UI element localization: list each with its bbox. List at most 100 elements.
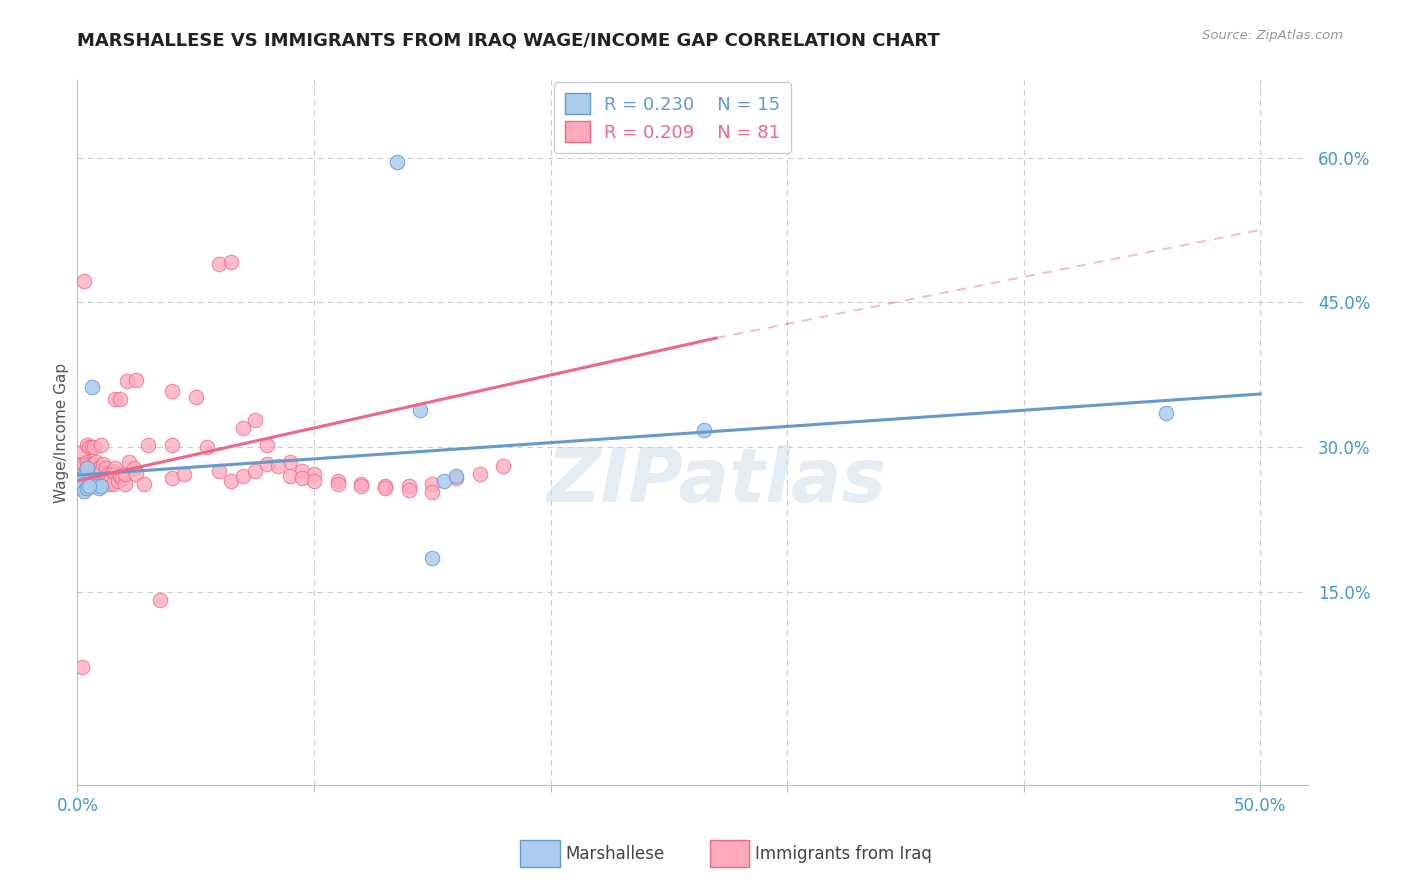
Point: [77, 440, 100, 454]
Point: [69, 458, 91, 472]
Point: [256, 458, 278, 472]
Point: [84, 467, 107, 482]
Point: [208, 257, 231, 271]
Point: [83, 458, 105, 472]
Point: [243, 413, 266, 427]
Point: [93, 458, 115, 472]
Point: [69, 481, 91, 495]
Point: [76, 461, 98, 475]
Point: [232, 421, 254, 435]
Point: [267, 459, 290, 474]
Point: [77, 479, 100, 493]
Point: [492, 459, 515, 474]
Point: [433, 474, 456, 488]
Point: [114, 467, 136, 482]
Point: [73, 483, 96, 498]
Point: [80, 476, 103, 491]
Point: [93, 474, 115, 488]
Point: [278, 454, 301, 468]
Point: [114, 476, 136, 491]
Point: [69, 471, 91, 485]
Point: [77, 469, 100, 483]
Point: [243, 464, 266, 478]
Point: [374, 481, 396, 495]
Point: [278, 469, 301, 483]
Point: [94, 474, 117, 488]
Point: [97, 476, 120, 491]
Point: [132, 476, 155, 491]
Text: Source: ZipAtlas.com: Source: ZipAtlas.com: [1202, 29, 1343, 42]
Point: [83, 440, 105, 454]
Y-axis label: Wage/Income Gap: Wage/Income Gap: [53, 362, 69, 503]
Point: [100, 474, 122, 488]
Point: [409, 403, 432, 417]
Point: [444, 469, 467, 483]
Point: [108, 392, 131, 406]
Point: [84, 479, 107, 493]
Point: [374, 479, 396, 493]
Point: [76, 454, 98, 468]
Point: [84, 454, 107, 468]
Point: [104, 461, 127, 475]
Point: [232, 469, 254, 483]
Point: [302, 474, 325, 488]
Point: [108, 469, 131, 483]
Point: [219, 474, 242, 488]
Point: [107, 474, 129, 488]
Point: [87, 481, 110, 495]
Point: [101, 476, 124, 491]
Point: [326, 476, 349, 491]
Point: [122, 461, 145, 475]
Point: [97, 467, 120, 482]
Text: Marshallese: Marshallese: [565, 845, 665, 863]
Point: [80, 440, 103, 454]
Point: [160, 438, 183, 452]
Point: [70, 660, 93, 674]
Point: [149, 592, 172, 607]
Point: [77, 458, 100, 472]
Point: [90, 438, 112, 452]
Point: [444, 471, 467, 485]
Point: [291, 464, 314, 478]
Point: [80, 469, 103, 483]
Point: [70, 479, 93, 493]
Point: [87, 474, 110, 488]
Point: [420, 551, 443, 566]
Point: [80, 458, 103, 472]
Point: [693, 423, 716, 437]
Point: [84, 476, 107, 491]
Point: [398, 483, 420, 497]
Point: [90, 474, 112, 488]
Point: [256, 438, 278, 452]
Point: [90, 464, 112, 478]
Point: [70, 481, 93, 495]
Point: [350, 476, 373, 491]
Point: [197, 440, 219, 454]
Point: [302, 467, 325, 482]
Point: [83, 476, 105, 491]
Point: [83, 469, 105, 483]
Point: [291, 471, 314, 485]
Text: Immigrants from Iraq: Immigrants from Iraq: [755, 845, 932, 863]
Text: MARSHALLESE VS IMMIGRANTS FROM IRAQ WAGE/INCOME GAP CORRELATION CHART: MARSHALLESE VS IMMIGRANTS FROM IRAQ WAGE…: [77, 31, 941, 49]
Point: [80, 380, 103, 394]
Point: [219, 254, 242, 268]
Point: [136, 438, 159, 452]
Point: [76, 467, 98, 482]
Point: [73, 476, 96, 491]
Point: [73, 471, 96, 485]
Point: [385, 155, 408, 169]
Point: [125, 372, 148, 386]
Legend: R = 0.230    N = 15, R = 0.209    N = 81: R = 0.230 N = 15, R = 0.209 N = 81: [554, 82, 792, 153]
Point: [77, 476, 100, 491]
Point: [118, 454, 141, 468]
Point: [398, 479, 420, 493]
Point: [70, 471, 93, 485]
Point: [468, 467, 491, 482]
Point: [326, 474, 349, 488]
Point: [70, 445, 93, 459]
Point: [76, 438, 98, 452]
Point: [420, 476, 443, 491]
Point: [104, 392, 127, 406]
Point: [69, 469, 91, 483]
